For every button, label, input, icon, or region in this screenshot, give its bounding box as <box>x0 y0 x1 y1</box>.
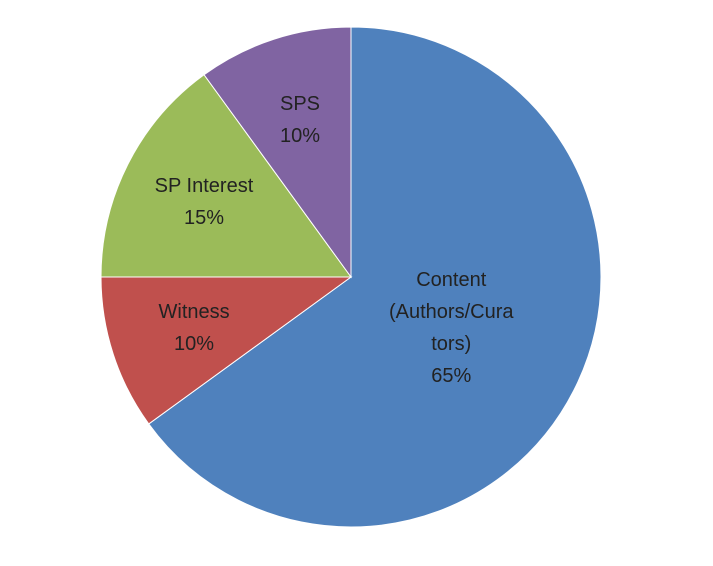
pie-slice <box>203 26 352 279</box>
slice-label: Witness 10% <box>119 296 269 360</box>
category-label: SPS <box>279 93 321 116</box>
category-label: Witness <box>158 300 230 323</box>
slice-label: Content (Authors/Curators) 65% <box>386 264 516 392</box>
value-label: 10% <box>279 125 321 148</box>
pie-slice <box>100 74 352 278</box>
pie-slice <box>148 26 602 528</box>
slice-label: SP Interest 15% <box>129 170 279 234</box>
value-label: 15% <box>183 207 224 230</box>
slice-label: SPS 10% <box>225 88 375 152</box>
category-label: SP Interest <box>154 175 254 198</box>
pie-slice <box>100 276 353 425</box>
value-label: 10% <box>174 332 215 355</box>
value-label: 65% <box>431 365 472 388</box>
category-label: Content (Authors/Curators) <box>388 269 514 356</box>
